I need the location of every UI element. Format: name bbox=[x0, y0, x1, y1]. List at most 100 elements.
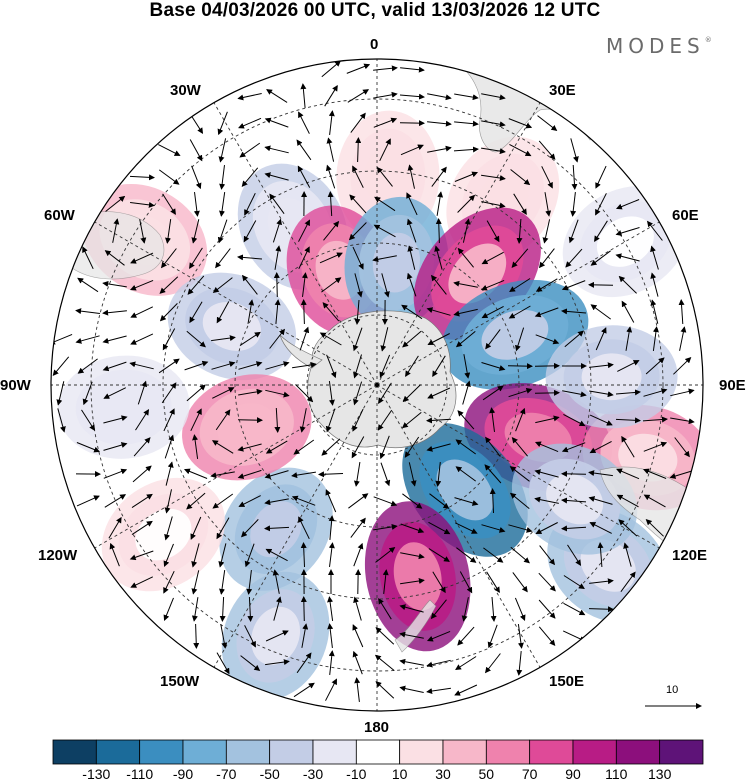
wind-vector bbox=[375, 546, 396, 563]
wind-vector bbox=[238, 361, 263, 370]
lon-label-150w: 150W bbox=[160, 673, 200, 690]
wind-vector bbox=[269, 193, 285, 214]
wind-vector bbox=[274, 245, 282, 270]
wind-vector bbox=[219, 570, 226, 595]
wind-vector bbox=[373, 65, 398, 72]
wind-vector bbox=[431, 166, 447, 187]
wind-vector bbox=[407, 164, 415, 189]
new-zealand-landmass bbox=[394, 599, 437, 653]
wind-vector bbox=[542, 219, 551, 244]
wind-vector bbox=[454, 497, 479, 506]
wind-vector bbox=[192, 434, 199, 459]
wind-vector bbox=[482, 385, 504, 401]
wind-vector bbox=[346, 63, 371, 74]
wind-vector bbox=[135, 409, 150, 431]
colorbar-tick-label: -50 bbox=[259, 766, 280, 782]
colorbar-bin bbox=[52, 739, 97, 765]
wind-vector bbox=[535, 278, 558, 292]
wind-vector bbox=[510, 546, 530, 564]
wind-vector bbox=[618, 275, 637, 294]
wind-vector bbox=[400, 66, 425, 73]
wind-vector bbox=[490, 596, 497, 622]
anomaly-center bbox=[545, 325, 678, 429]
wind-vector bbox=[220, 624, 228, 649]
wind-vector bbox=[645, 519, 664, 537]
wind-vector bbox=[563, 413, 586, 427]
wind-vector bbox=[489, 488, 496, 514]
wind-vector bbox=[590, 250, 611, 266]
colorbar-bin bbox=[312, 739, 357, 765]
wind-vector bbox=[537, 115, 558, 132]
wind-vector bbox=[436, 191, 444, 216]
wind-vector bbox=[264, 117, 289, 128]
wind-vector bbox=[327, 623, 334, 648]
lon-label-0: 0 bbox=[370, 36, 379, 53]
wind-vector bbox=[210, 471, 235, 479]
wind-vector bbox=[402, 493, 423, 509]
wind-vector bbox=[379, 354, 391, 379]
wind-vector bbox=[454, 684, 478, 696]
wind-vector bbox=[674, 437, 690, 458]
wind-vector bbox=[511, 248, 529, 268]
anomaly-contour-band bbox=[436, 459, 494, 521]
wind-vector bbox=[191, 543, 200, 568]
wind-vector bbox=[300, 299, 307, 325]
lon-label-30e: 30E bbox=[549, 82, 576, 99]
wind-vector bbox=[650, 299, 659, 324]
wind-vector bbox=[589, 362, 614, 369]
wind-vector bbox=[244, 543, 255, 568]
wind-vector bbox=[52, 356, 70, 376]
wind-vector bbox=[158, 358, 180, 374]
wind-vector bbox=[615, 227, 640, 236]
wind-vector bbox=[508, 387, 533, 398]
wind-vector bbox=[484, 464, 502, 484]
wind-vector bbox=[244, 625, 256, 648]
wind-vector bbox=[130, 201, 155, 208]
lon-label-180: 180 bbox=[364, 719, 390, 736]
wind-vector bbox=[426, 659, 451, 668]
latitude-circle bbox=[234, 242, 520, 528]
wind-vector bbox=[212, 493, 234, 509]
wind-vector bbox=[427, 93, 452, 101]
colorbar-tick-label: 90 bbox=[565, 766, 581, 782]
wind-vector bbox=[590, 304, 611, 320]
wind-vector bbox=[160, 248, 177, 269]
wind-vector bbox=[301, 272, 308, 297]
wind-vector bbox=[561, 280, 586, 291]
wind-vector bbox=[594, 220, 608, 243]
wind-vector bbox=[434, 245, 443, 270]
wind-vector bbox=[161, 382, 177, 404]
wind-vector bbox=[481, 362, 506, 371]
colorbar-bin bbox=[659, 739, 704, 765]
wind-vector bbox=[487, 624, 498, 649]
anomaly-center bbox=[167, 272, 297, 381]
wind-vector bbox=[516, 651, 523, 676]
south-america-landmass bbox=[69, 211, 165, 280]
wind-vector bbox=[326, 354, 337, 379]
wind-vector bbox=[513, 193, 527, 216]
wind-vector bbox=[265, 659, 290, 666]
wind-vector bbox=[352, 246, 364, 270]
meridian-line bbox=[376, 384, 541, 668]
wind-vector bbox=[620, 571, 636, 592]
south-pole-marker bbox=[374, 382, 380, 388]
wind-vector bbox=[481, 174, 506, 181]
colorbar-bin bbox=[139, 739, 184, 765]
wind-vector bbox=[673, 357, 692, 375]
wind-vector bbox=[193, 623, 200, 649]
anomaly-center bbox=[182, 374, 312, 481]
wind-vector bbox=[652, 326, 659, 351]
colorbar-bin bbox=[95, 739, 141, 765]
colorbar-bin bbox=[355, 739, 401, 765]
wind-vector bbox=[300, 542, 307, 568]
wind-vector bbox=[139, 219, 147, 244]
wind-vector bbox=[615, 253, 640, 262]
wind-vector bbox=[298, 111, 310, 134]
wind-vector bbox=[291, 495, 316, 506]
wind-vector bbox=[298, 516, 310, 540]
wind-vector bbox=[405, 355, 419, 377]
wind-vector bbox=[621, 435, 635, 458]
wind-vector bbox=[237, 469, 262, 479]
lon-label-150e: 150E bbox=[549, 673, 585, 690]
